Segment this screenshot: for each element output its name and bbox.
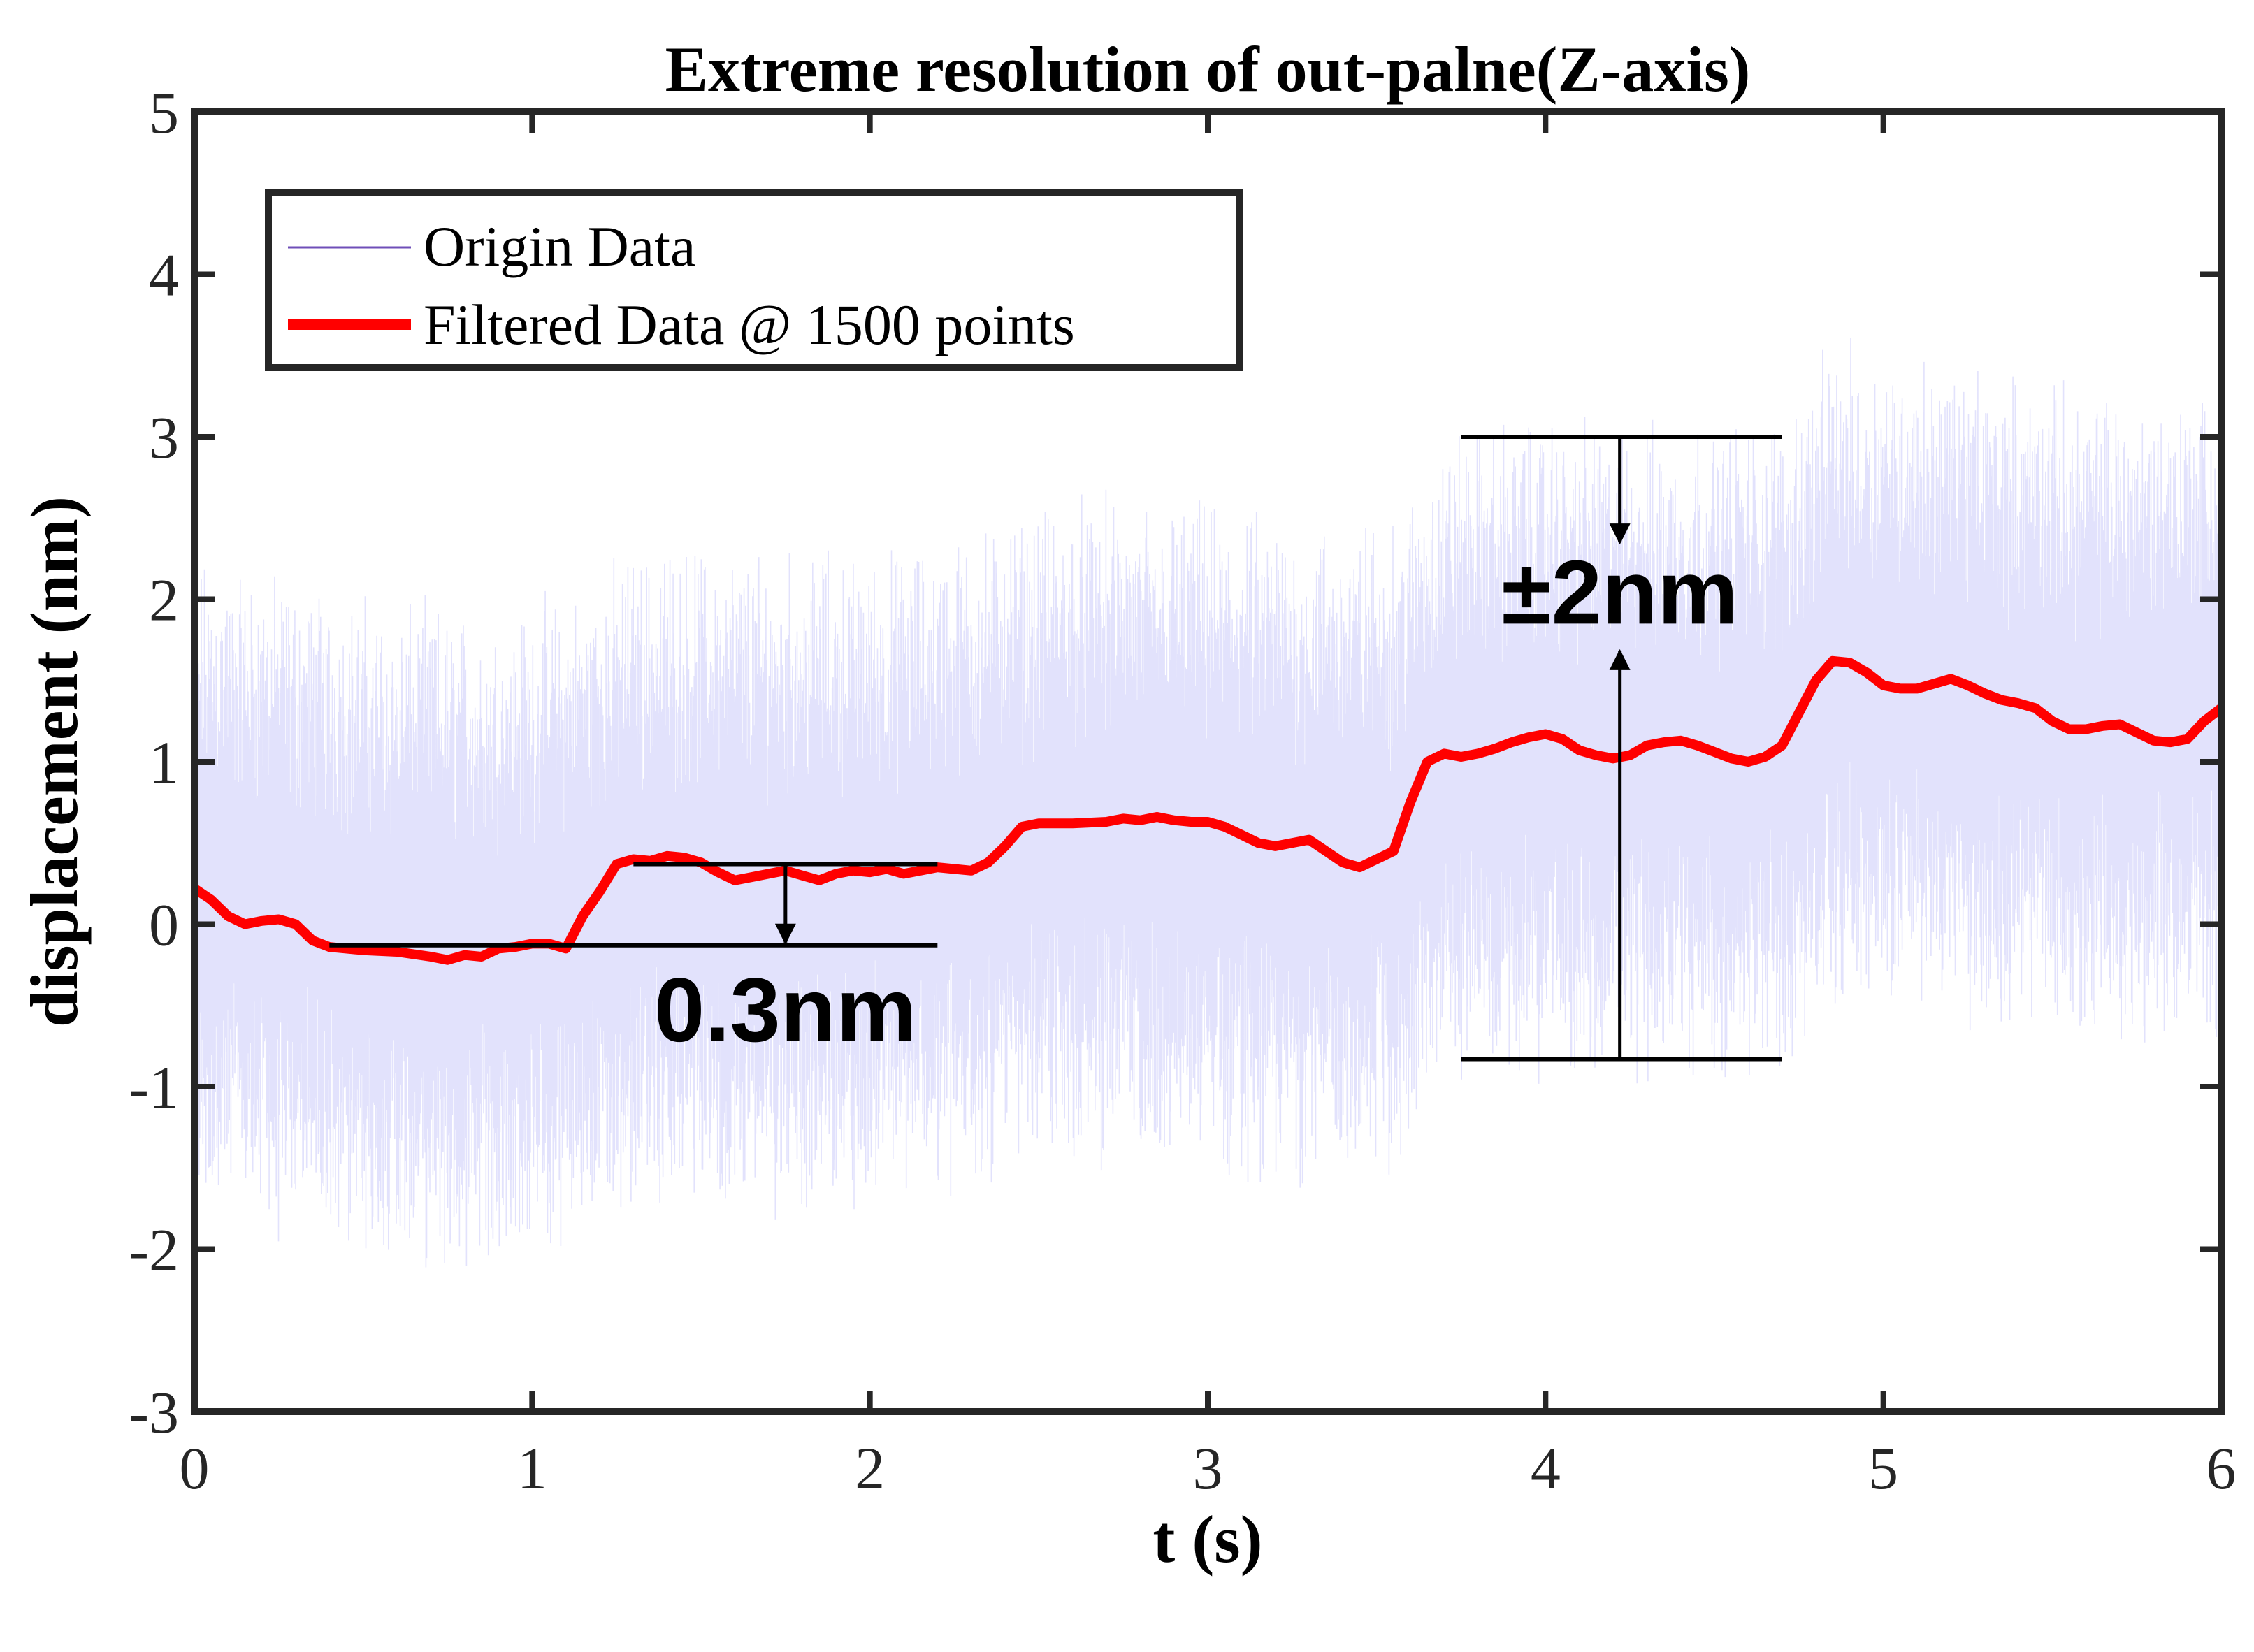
legend-label-filtered: Filtered Data @ 1500 points [424,293,1075,356]
x-tick-label: 1 [517,1435,547,1502]
x-tick-label: 2 [855,1435,885,1502]
annotations: 0.3nm ±2nm [329,435,1782,1062]
legend: Origin Data Filtered Data @ 1500 points [265,189,1243,371]
x-axis: 0 1 2 3 4 5 6 [180,112,2237,1502]
chart-title: Extreme resolution of out-palne(Z-axis) [665,34,1751,105]
y-tick-label: -3 [129,1379,179,1446]
y-tick-label: 2 [149,567,179,634]
y-tick-label: -2 [129,1217,179,1284]
legend-box [265,189,1243,371]
y-tick-label: 3 [149,404,179,471]
origin-data-strokes [194,338,2221,1268]
x-tick-label: 3 [1193,1435,1223,1502]
x-tick-label: 4 [1531,1435,1561,1502]
origin-data-series [194,338,2221,1268]
y-axis-label: displacement (nm) [17,496,92,1027]
annotation-2nm-label: ±2nm [1501,541,1738,643]
y-tick-label: 4 [149,242,179,309]
y-tick-label: 0 [149,892,179,959]
x-axis-label: t (s) [1153,1502,1262,1577]
annotation-03nm-label: 0.3nm [654,959,917,1061]
y-tick-label: 1 [149,729,179,796]
y-tick-label: 5 [149,79,179,146]
x-tick-label: 0 [180,1435,210,1502]
x-tick-label: 6 [2206,1435,2237,1502]
legend-label-origin: Origin Data [424,215,695,278]
x-tick-label: 5 [1868,1435,1898,1502]
y-axis: -3 -2 -1 0 1 2 3 4 5 [129,79,2221,1446]
y-tick-label: -1 [129,1054,179,1121]
filtered-data-series [194,655,2221,965]
